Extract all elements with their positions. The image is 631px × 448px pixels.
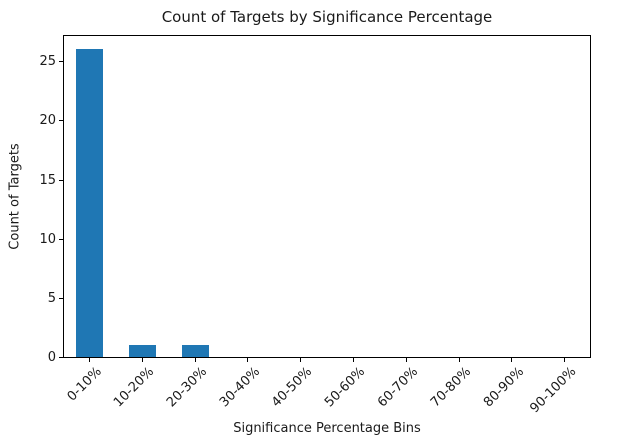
y-tick-mark: [59, 120, 63, 122]
x-tick-mark: [405, 358, 407, 362]
y-tick-label: 20: [39, 113, 56, 129]
x-tick-mark: [88, 358, 90, 362]
x-tick-label: 50-60%: [322, 364, 369, 411]
y-axis-label-box: Count of Targets: [0, 35, 30, 358]
bar-20-30%: [181, 345, 209, 357]
y-tick-mark: [59, 61, 63, 63]
chart-title: Count of Targets by Significance Percent…: [161, 8, 493, 26]
x-tick-mark: [564, 358, 566, 362]
y-tick-label: 0: [47, 350, 56, 365]
y-tick-mark: [59, 297, 63, 299]
x-tick-label: 60-70%: [375, 364, 422, 411]
y-axis-label: Count of Targets: [7, 143, 23, 250]
x-tick-label: 20-30%: [163, 364, 210, 411]
x-tick-label: 90-100%: [527, 364, 580, 417]
x-axis-label: Significance Percentage Bins: [233, 421, 421, 436]
plot-area: [63, 35, 591, 358]
x-tick-mark: [458, 358, 460, 362]
y-tick-mark: [59, 179, 63, 181]
x-tick-label: 80-90%: [480, 364, 527, 411]
y-tick-label: 25: [39, 54, 56, 70]
x-tick-mark: [141, 358, 143, 362]
y-tick-mark: [59, 238, 63, 240]
x-tick-mark: [300, 358, 302, 362]
y-tick-mark: [59, 357, 63, 358]
x-tick-label: 30-40%: [216, 364, 263, 411]
y-tick-label: 15: [39, 172, 56, 188]
x-tick-label: 0-10%: [64, 364, 105, 405]
x-tick-mark: [247, 358, 249, 362]
y-tick-label: 10: [39, 231, 56, 247]
x-tick-label: 40-50%: [269, 364, 316, 411]
x-tick-label: 70-80%: [427, 364, 474, 411]
bar-0-10%: [75, 49, 103, 357]
x-tick-mark: [511, 358, 513, 362]
x-tick-mark: [194, 358, 196, 362]
y-tick-label: 5: [47, 290, 56, 306]
x-tick-label: 10-20%: [111, 364, 158, 411]
x-tick-mark: [352, 358, 354, 362]
bar-10-20%: [128, 345, 156, 357]
